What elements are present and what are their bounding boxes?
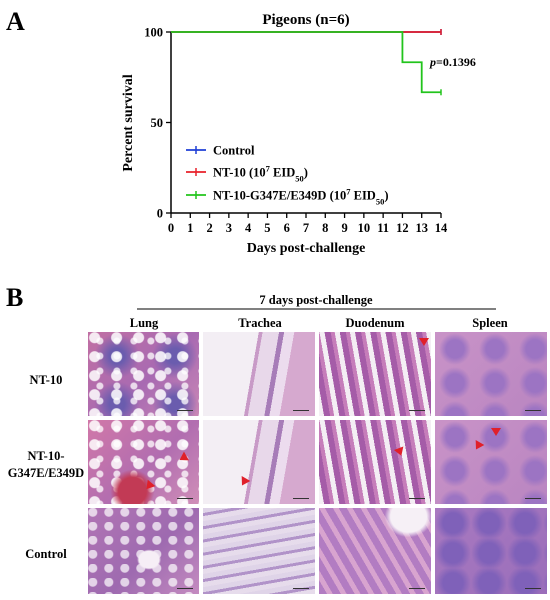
scale-bar (177, 587, 193, 589)
micrograph-nt10-spleen (434, 331, 548, 417)
x-tick-label: 3 (226, 221, 232, 235)
x-tick-label: 4 (245, 221, 252, 235)
y-tick-label: 100 (144, 26, 163, 40)
scale-bar (177, 409, 193, 411)
micrograph-nt10-duodenum (318, 331, 432, 417)
y-tick-label: 50 (151, 116, 164, 130)
lesion-marker-arrowhead (471, 440, 485, 452)
y-tick-label: 0 (157, 207, 163, 221)
micrograph-control-trachea (202, 507, 316, 595)
scale-bar (525, 409, 541, 411)
histology-header: 7 days post-challenge (259, 293, 373, 307)
x-ticks: 0 1 2 3 4 5 6 7 8 9 10 11 12 13 14 (168, 213, 448, 235)
chart-legend: Control NT-10 (107 EID50) NT-10-G347E/E349… (186, 144, 389, 207)
y-axis-label: Percent survival (121, 74, 136, 171)
x-tick-label: 11 (377, 221, 389, 235)
micrograph-nt10-trachea (202, 331, 316, 417)
histology-row-labels: NT-10 NT-10- G347E/E349D Control (8, 373, 84, 561)
scale-bar (525, 587, 541, 589)
column-label-spleen: Spleen (472, 316, 507, 330)
scale-bar (293, 409, 309, 411)
lesion-marker-arrowhead (419, 338, 429, 346)
x-tick-label: 1 (187, 221, 193, 235)
x-tick-label: 0 (168, 221, 174, 235)
micrograph-mutant-duodenum (318, 419, 432, 505)
scale-bar (409, 409, 425, 411)
scale-bar (177, 497, 193, 499)
chart-axes (170, 32, 441, 214)
legend-label-control: Control (213, 144, 255, 158)
row-label-mutant-line2: G347E/E349D (8, 466, 84, 480)
legend-label-nt10-mutant: NT-10-G347E/E349D (107 EID50) (213, 187, 389, 207)
scale-bar (293, 587, 309, 589)
micrograph-control-spleen (434, 507, 548, 595)
column-label-lung: Lung (130, 316, 159, 330)
panel-a-letter: A (6, 7, 25, 36)
x-tick-label: 7 (303, 221, 309, 235)
lesion-marker-arrowhead (142, 479, 156, 493)
x-tick-label: 13 (415, 221, 428, 235)
x-tick-label: 6 (284, 221, 290, 235)
series-group (171, 29, 442, 96)
micrograph-control-lung (87, 507, 200, 595)
micrograph-mutant-lung (87, 419, 200, 505)
x-tick-label: 14 (435, 221, 448, 235)
row-label-mutant-line1: NT-10- (27, 449, 64, 463)
scale-bar (293, 497, 309, 499)
scale-bar (409, 497, 425, 499)
legend-label-nt10: NT-10 (107 EID50) (213, 164, 308, 184)
micrograph-mutant-trachea (202, 419, 316, 505)
x-tick-label: 12 (396, 221, 409, 235)
micrograph-nt10-lung (87, 331, 200, 417)
x-tick-label: 9 (341, 221, 347, 235)
panel-b-letter: B (6, 283, 23, 312)
histology-column-labels: Lung Trachea Duodenum Spleen (130, 316, 508, 330)
scale-bar (525, 497, 541, 499)
row-label-control: Control (25, 547, 67, 561)
p-value-annotation: p=0.1396 (429, 55, 476, 69)
row-label-nt10: NT-10 (30, 373, 63, 387)
micrograph-mutant-spleen (434, 419, 548, 505)
lesion-marker-arrowhead (491, 428, 501, 436)
micrograph-control-duodenum (318, 507, 432, 595)
x-axis-label: Days post-challenge (247, 241, 366, 256)
x-tick-label: 5 (264, 221, 270, 235)
x-tick-label: 2 (206, 221, 212, 235)
series-line-nt10-mutant (171, 31, 441, 94)
x-tick-label: 8 (322, 221, 328, 235)
column-label-trachea: Trachea (238, 316, 282, 330)
column-label-duodenum: Duodenum (345, 316, 405, 330)
lesion-marker-arrowhead (393, 446, 407, 458)
scale-bar (409, 587, 425, 589)
chart-title: Pigeons (n=6) (262, 12, 349, 28)
lesion-marker-arrowhead (237, 476, 251, 488)
y-ticks: 0 50 100 (144, 26, 171, 221)
lesion-marker-arrowhead (177, 451, 189, 465)
x-tick-label: 10 (358, 221, 371, 235)
